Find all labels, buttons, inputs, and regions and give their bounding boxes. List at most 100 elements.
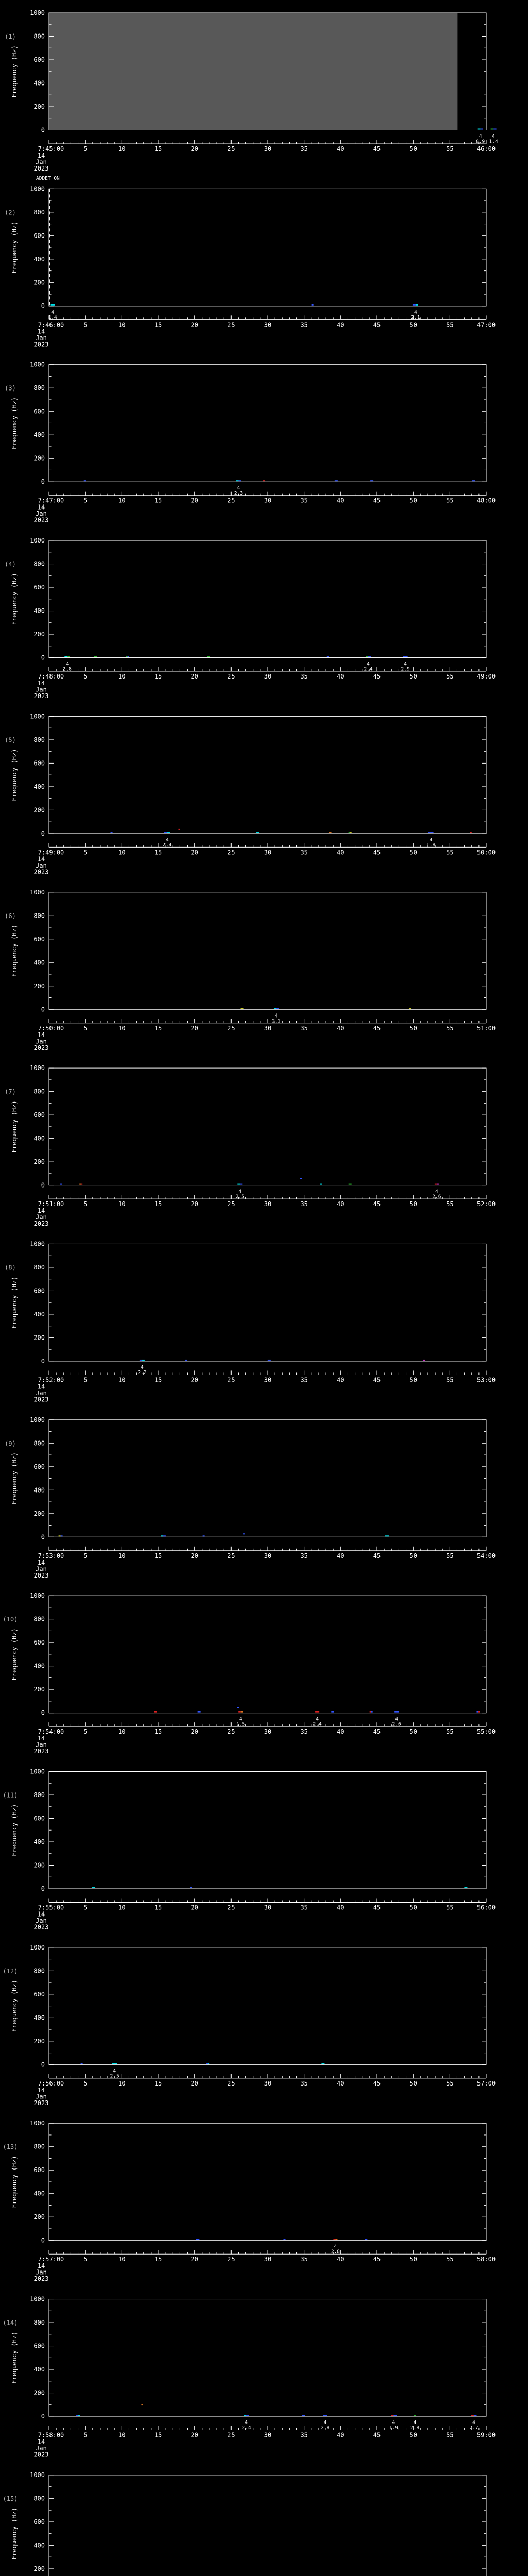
x-axis: 5 10 15 20 25 30 35 40 45 50 55 7:48:00 49:00 14Jan20…: [34, 667, 496, 700]
x-date-line: 14: [38, 680, 45, 687]
x-tick-label: 35: [300, 1904, 307, 1911]
marker-value-label: 2.1: [272, 1018, 280, 1024]
x-tick-label: 35: [300, 321, 307, 328]
detection-marker: 42.5: [236, 1183, 244, 1200]
x-date-line: 14: [38, 1735, 45, 1742]
y-tick-label: 0: [41, 478, 45, 485]
detection-marker: [196, 2239, 200, 2240]
y-tick-label: 600: [34, 2166, 45, 2174]
y-tick-label: 0: [41, 1182, 45, 1189]
panel-11: 0 200 400 600 800 1000 5 10 15 20 25 30 35 40 45 50 55 7:…: [3, 1768, 496, 1931]
detection-marker: [197, 1711, 201, 1713]
y-tick-label: 1000: [30, 9, 45, 16]
panel-number: (8): [5, 1264, 16, 1271]
detection-marker: [80, 2063, 83, 2064]
x-tick-label: 10: [118, 1728, 125, 1735]
x-start-time: 7:51:00: [38, 1200, 64, 1208]
marker-count-label: 4: [367, 662, 370, 667]
x-end-time: 55:00: [477, 1728, 496, 1735]
x-tick-label: 40: [337, 849, 344, 856]
x-tick-label: 50: [409, 1904, 417, 1911]
x-date-line: Jan: [36, 2269, 47, 2276]
marker-value-label: 1.5: [236, 1722, 245, 1727]
x-tick-label: 5: [84, 1025, 87, 1032]
detection-marker: 41.8: [426, 832, 435, 848]
detection-marker: 42.4: [242, 2415, 251, 2431]
y-tick-label: 400: [34, 2014, 45, 2021]
x-tick-label: 50: [409, 1200, 417, 1208]
x-tick-label: 10: [118, 2256, 125, 2263]
x-date-line: Jan: [36, 159, 47, 166]
y-tick-label: 200: [34, 103, 45, 110]
marker-count-label: 4: [479, 134, 482, 140]
x-tick-label: 15: [155, 2256, 162, 2263]
x-date-line: 14: [38, 1911, 45, 1918]
x-tick-label: 50: [409, 673, 417, 680]
x-date-line: 14: [38, 152, 45, 159]
detection-marker: [141, 2404, 143, 2406]
y-tick-label: 1000: [30, 2471, 45, 2479]
x-start-time: 7:52:00: [38, 1376, 64, 1383]
detection-marker: [470, 832, 472, 833]
detection-marker: [154, 1711, 157, 1713]
detection-marker: 42.8: [63, 656, 72, 672]
marker-count-label: 4: [166, 837, 169, 843]
y-tick-label: 600: [34, 936, 45, 943]
x-tick-label: 25: [227, 673, 235, 680]
x-tick-label: 50: [409, 1552, 417, 1560]
x-tick-label: 30: [264, 2256, 271, 2263]
x-tick-label: 20: [191, 1200, 198, 1208]
detection-marker: [423, 1359, 425, 1361]
x-tick-label: 25: [227, 1552, 235, 1560]
x-tick-label: 20: [191, 673, 198, 680]
y-tick-label: 400: [34, 1838, 45, 1845]
panel-15: 0200400600800100041.040.940.941.041.141.…: [3, 2471, 487, 2576]
marker-value-label: 2.9: [401, 667, 410, 672]
x-tick-label: 30: [264, 1200, 271, 1208]
y-tick-label: 200: [34, 1158, 45, 1165]
detection-marker: 42.9: [401, 656, 410, 672]
x-tick-label: 5: [84, 1904, 87, 1911]
detection-marker: [320, 1183, 322, 1185]
x-date-line: 2023: [34, 341, 49, 348]
marker-count-label: 4: [435, 1189, 438, 1195]
x-tick-label: 55: [446, 2432, 453, 2439]
y-axis-title: Frequency (Hz): [11, 1628, 18, 1680]
y-tick-label: 1000: [30, 1592, 45, 1599]
x-start-time: 7:45:00: [38, 145, 64, 152]
x-tick-label: 20: [191, 321, 198, 328]
detection-marker: [185, 1359, 187, 1361]
detection-marker: [237, 1707, 239, 1708]
marker-count-label: 4: [324, 2420, 327, 2426]
y-tick-label: 400: [34, 783, 45, 790]
x-tick-label: 5: [84, 2256, 87, 2263]
y-tick-label: 800: [34, 384, 45, 392]
y-tick-label: 1000: [30, 889, 45, 896]
x-tick-label: 55: [446, 2256, 453, 2263]
y-tick-label: 1000: [30, 537, 45, 544]
x-tick-label: 15: [155, 145, 162, 152]
x-end-time: 49:00: [477, 673, 496, 680]
x-tick-label: 45: [373, 1200, 381, 1208]
marker-value-label: 2.8: [321, 2425, 329, 2431]
y-axis-title: Frequency (Hz): [11, 397, 18, 449]
panel-number: (4): [5, 561, 16, 568]
marker-count-label: 4: [414, 310, 417, 315]
x-tick-label: 45: [373, 1728, 381, 1735]
y-tick-label: 200: [34, 2213, 45, 2221]
y-tick-label: 600: [34, 1639, 45, 1646]
x-tick-label: 40: [337, 1376, 344, 1383]
x-date-line: Jan: [36, 1038, 47, 1045]
x-tick-label: 55: [446, 497, 453, 504]
marker-value-label: 2.4: [313, 1722, 322, 1727]
